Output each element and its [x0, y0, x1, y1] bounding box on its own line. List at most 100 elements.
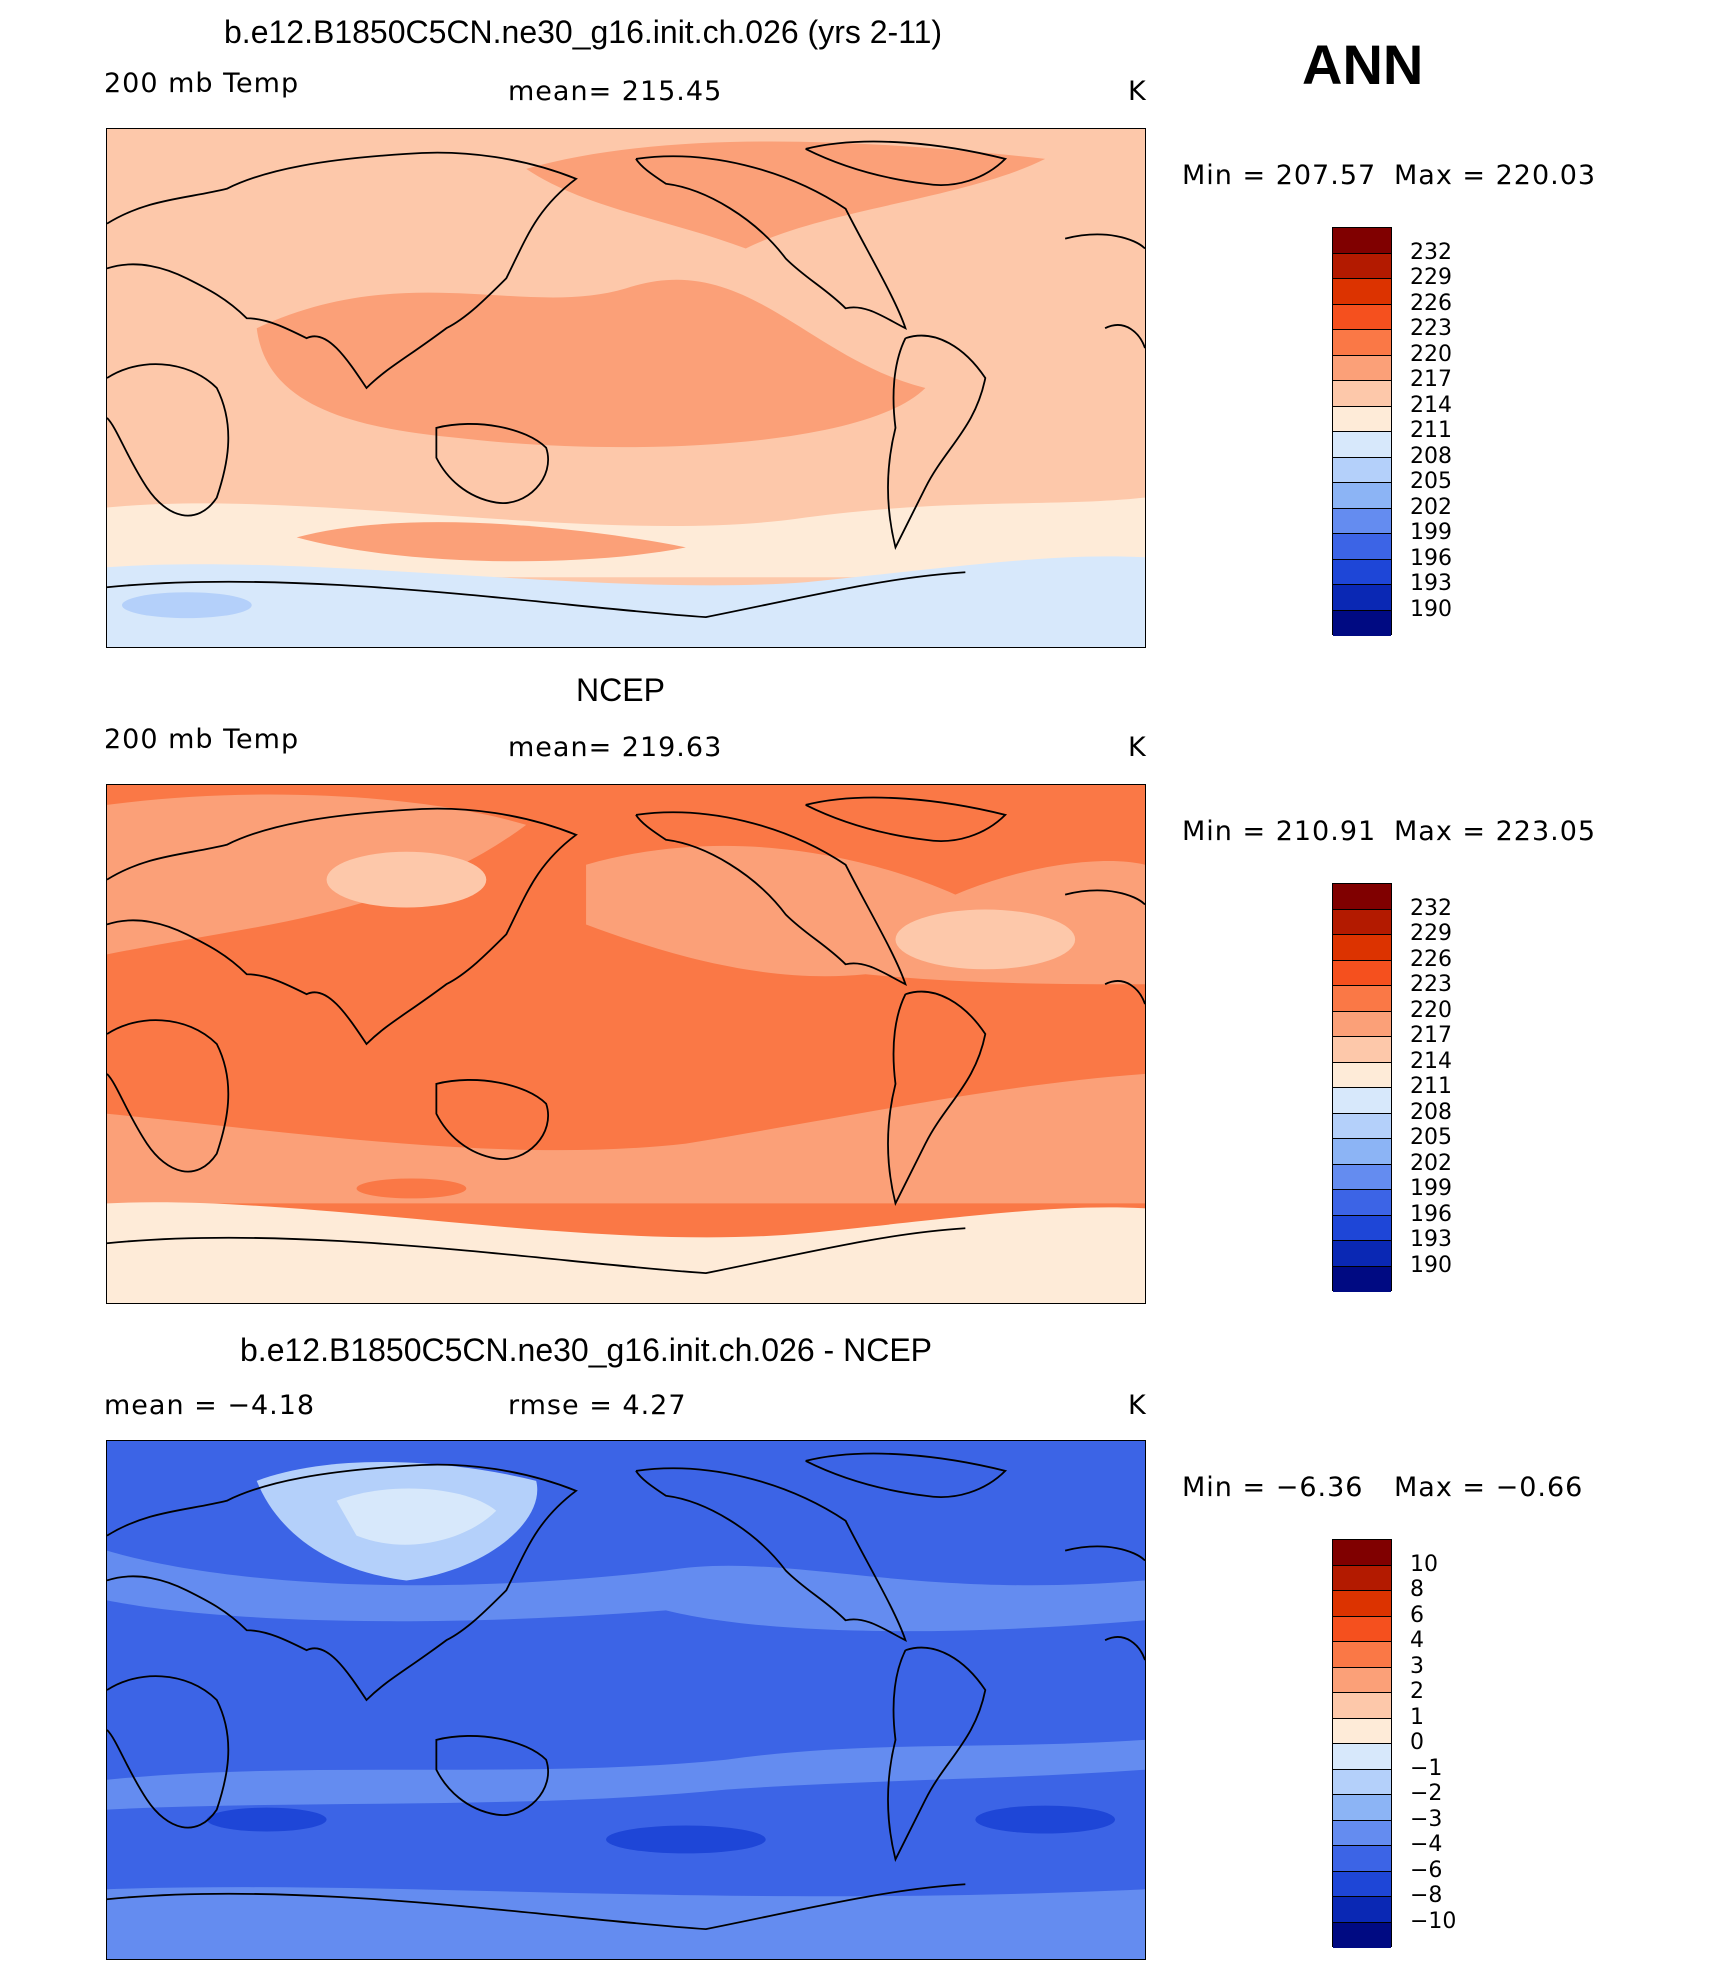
colorbar-label: 232 [1410, 239, 1452, 265]
colorbar-label: 196 [1410, 545, 1452, 571]
ncep-field-polar [107, 1202, 1145, 1303]
colorbar-label: 202 [1410, 1150, 1452, 1176]
colorbar-swatch [1333, 1215, 1391, 1241]
colorbar-swatch [1333, 1642, 1391, 1668]
panel2-units: K [1128, 732, 1147, 763]
coastline-segment [107, 1675, 230, 1829]
ncep-field-south-midlat [107, 1073, 1145, 1204]
colorbar-label: −3 [1410, 1806, 1443, 1832]
model-field-south-band [296, 522, 686, 562]
model-field-polar [107, 556, 1145, 647]
colorbar-swatch [1333, 483, 1391, 509]
panel2-field [107, 785, 1145, 1303]
ncep-field-south-blob [356, 1178, 467, 1199]
panel1-coastlines [107, 140, 1145, 619]
colorbar-swatch [1333, 1846, 1391, 1872]
panel1-map [106, 128, 1146, 648]
panel3-colorbar [1332, 1539, 1392, 1948]
colorbar-swatch [1333, 508, 1391, 534]
colorbar-swatch [1333, 1820, 1391, 1846]
colorbar-label: 223 [1410, 316, 1452, 341]
coastline-segment [107, 1883, 966, 1931]
colorbar-label: 232 [1410, 895, 1452, 921]
panel2-colorbar [1332, 883, 1392, 1292]
colorbar-label: 226 [1410, 290, 1452, 316]
colorbar-label: 217 [1410, 367, 1452, 392]
colorbar-swatch [1333, 610, 1391, 636]
panel3-mean-label: mean = −4.18 [104, 1390, 316, 1421]
colorbar-swatch [1333, 304, 1391, 330]
diff-field-dark-3 [975, 1805, 1116, 1834]
colorbar-swatch [1333, 432, 1391, 458]
coastline-segment [1064, 233, 1145, 250]
coastline-segment [1104, 980, 1145, 1005]
colorbar-swatch [1333, 1769, 1391, 1795]
panel3-coastlines [107, 1452, 1145, 1931]
coastline-segment [887, 334, 987, 550]
colorbar-swatch [1333, 909, 1391, 935]
diff-field-base [107, 1441, 1145, 1959]
model-field-pole-patch [121, 592, 252, 619]
season-label: ANN [1302, 33, 1424, 96]
panel3-units: K [1128, 1390, 1147, 1421]
panel1-units: K [1128, 76, 1147, 107]
colorbar-swatch [1333, 1795, 1391, 1821]
colorbar-swatch [1333, 1113, 1391, 1139]
colorbar-swatch [1333, 1037, 1391, 1063]
colorbar-swatch [1333, 960, 1391, 986]
panel1-max-label: Max = 220.03 [1394, 160, 1597, 191]
colorbar-swatch [1333, 279, 1391, 305]
colorbar-swatch [1333, 1241, 1391, 1267]
colorbar-swatch [1333, 534, 1391, 560]
colorbar-swatch [1333, 1190, 1391, 1216]
colorbar-swatch [1333, 935, 1391, 961]
diff-field-band-north [107, 1550, 1145, 1632]
colorbar-swatch [1333, 1718, 1391, 1744]
colorbar-label: 220 [1410, 341, 1452, 367]
coastline-segment [435, 423, 549, 504]
panel3-map [106, 1440, 1146, 1960]
coastline-segment [435, 1735, 549, 1816]
colorbar-label: 190 [1410, 596, 1452, 622]
colorbar-label: 193 [1410, 571, 1452, 596]
colorbar-swatch [1333, 1164, 1391, 1190]
panel2-max-label: Max = 223.05 [1394, 816, 1597, 847]
diff-field-band-south [107, 1739, 1145, 1810]
colorbar-swatch [1333, 1540, 1391, 1566]
diff-title: b.e12.B1850C5CN.ne30_g16.init.ch.026 - N… [240, 1332, 932, 1368]
colorbar-label: 223 [1410, 972, 1452, 997]
coastline-segment [435, 1079, 549, 1160]
colorbar-label: 229 [1410, 921, 1452, 946]
colorbar-swatch [1333, 457, 1391, 483]
colorbar-label: 205 [1410, 469, 1452, 494]
colorbar-label: 220 [1410, 997, 1452, 1023]
colorbar-swatch [1333, 1062, 1391, 1088]
colorbar-label: −8 [1410, 1883, 1443, 1908]
coastline-segment [635, 811, 908, 987]
colorbar-swatch [1333, 1616, 1391, 1642]
colorbar-swatch [1333, 228, 1391, 254]
colorbar-label: 193 [1410, 1227, 1452, 1252]
colorbar-label: 211 [1410, 418, 1452, 443]
panel2-map [106, 784, 1146, 1304]
colorbar-label: 205 [1410, 1125, 1452, 1150]
coastline-segment [107, 151, 578, 390]
coastline-segment [107, 363, 230, 517]
coastline-segment [635, 1467, 908, 1643]
colorbar-label: −4 [1410, 1832, 1443, 1857]
colorbar-swatch [1333, 1667, 1391, 1693]
coastline-segment [1064, 889, 1145, 906]
panel2-mean-label: mean= 219.63 [508, 732, 723, 763]
diff-field-dark-1 [206, 1807, 327, 1832]
model-title: b.e12.B1850C5CN.ne30_g16.init.ch.026 (yr… [224, 14, 943, 50]
coastline-segment [805, 140, 1008, 186]
colorbar-swatch [1333, 986, 1391, 1012]
coastline-segment [805, 796, 1008, 842]
coastline-segment [635, 155, 908, 331]
diff-field-dark-2 [606, 1825, 766, 1854]
colorbar-swatch [1333, 585, 1391, 611]
panel3-min-label: Min = −6.36 [1182, 1472, 1364, 1503]
colorbar-label: 0 [1410, 1730, 1424, 1755]
colorbar-swatch [1333, 1011, 1391, 1037]
panel2-variable-label: 200 mb Temp [104, 724, 300, 755]
